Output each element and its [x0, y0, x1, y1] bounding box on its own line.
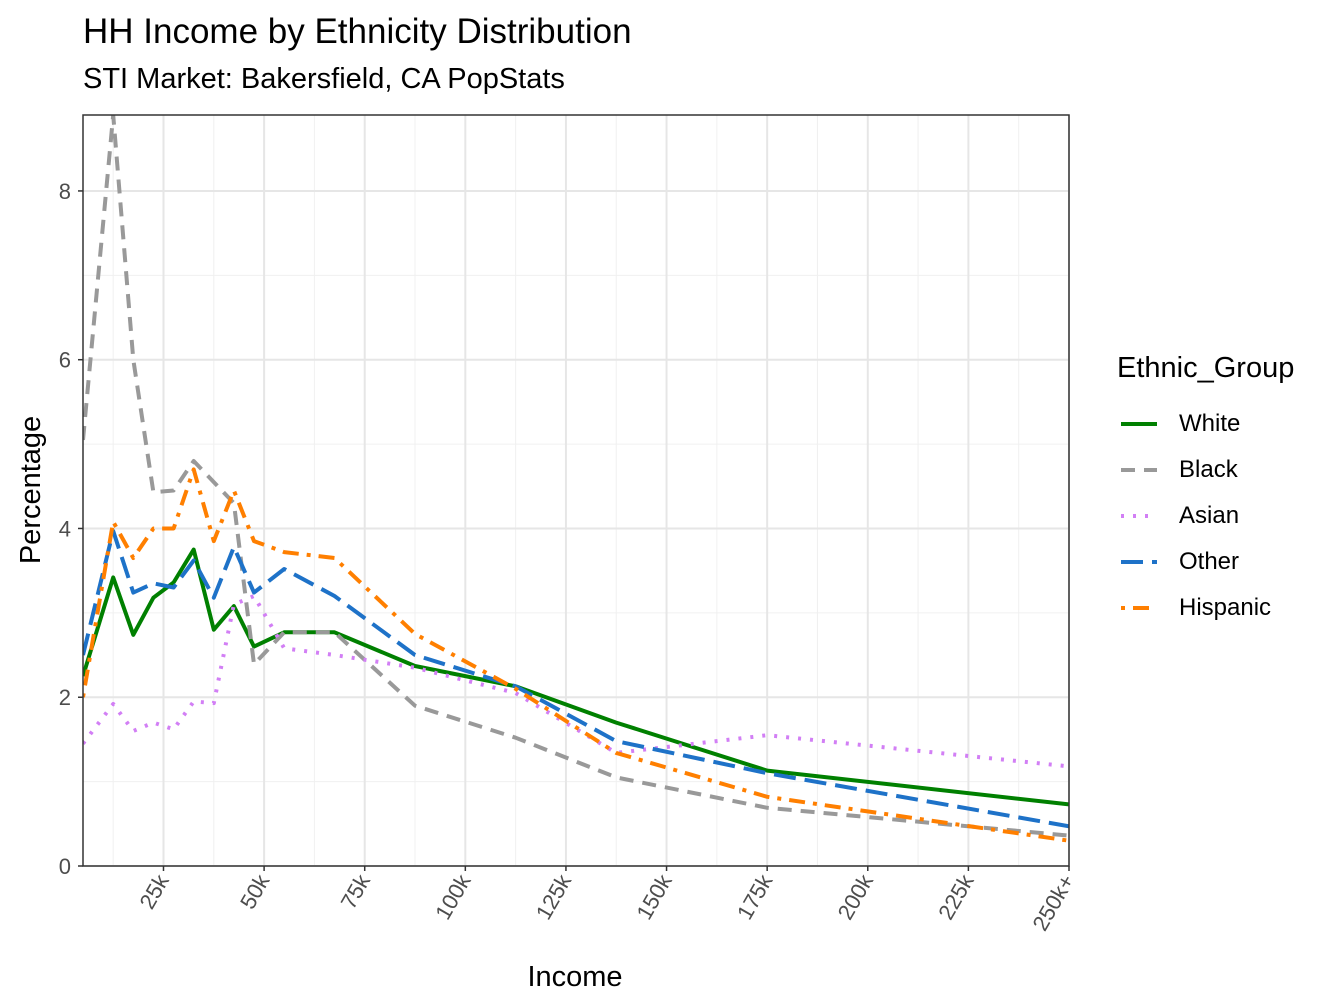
legend: Ethnic_Group White Black Asian Other Hispani…	[1117, 352, 1294, 631]
legend-item-asian: Asian	[1117, 493, 1294, 539]
legend-key-asian	[1121, 514, 1157, 518]
x-tick-label: 225k	[933, 869, 979, 924]
series-line-black	[83, 115, 1069, 838]
x-tick-label: 75k	[336, 869, 376, 913]
plot-border	[82, 114, 1070, 867]
x-tick-label: 250k+	[1027, 870, 1079, 935]
x-tick-label: 25k	[134, 869, 174, 913]
legend-label: Asian	[1179, 502, 1240, 529]
series-line-other	[83, 529, 1069, 829]
legend-key-hispanic	[1121, 606, 1157, 610]
legend-item-other: Other	[1117, 539, 1294, 585]
y-tick-label: 6	[59, 348, 71, 373]
y-tick-label: 4	[59, 516, 71, 541]
legend-key-other	[1121, 560, 1157, 564]
legend-item-hispanic: Hispanic	[1117, 585, 1294, 631]
x-tick-label: 50k	[235, 869, 275, 913]
y-tick-label: 2	[59, 685, 71, 710]
chart-subtitle: STI Market: Bakersfield, CA PopStats	[83, 63, 565, 95]
x-tick-label: 125k	[531, 869, 577, 924]
y-tick-label: 8	[59, 179, 71, 204]
legend-key-black	[1121, 468, 1157, 472]
y-axis-label: Percentage	[15, 416, 47, 564]
legend-item-white: White	[1117, 401, 1294, 447]
x-axis-label: Income	[527, 961, 622, 993]
series-line-asian	[83, 594, 1069, 769]
legend-key-white	[1121, 422, 1157, 426]
legend-label: White	[1179, 410, 1241, 437]
x-tick-label: 150k	[631, 869, 677, 924]
series-lines	[83, 115, 1069, 843]
x-tick-label: 175k	[732, 869, 778, 924]
x-tick-label: 100k	[430, 869, 476, 924]
series-line-white	[83, 547, 1069, 807]
series-line-hispanic	[83, 467, 1069, 843]
x-tick-label: 200k	[833, 869, 879, 924]
legend-item-black: Black	[1117, 447, 1294, 493]
gridlines	[83, 115, 1070, 867]
y-tick-label: 0	[59, 854, 71, 879]
chart-title: HH Income by Ethnicity Distribution	[83, 12, 632, 51]
legend-label: Other	[1179, 548, 1240, 575]
legend-label: Hispanic	[1179, 594, 1272, 621]
legend-title: Ethnic_Group	[1117, 352, 1295, 384]
legend-label: Black	[1179, 456, 1238, 483]
